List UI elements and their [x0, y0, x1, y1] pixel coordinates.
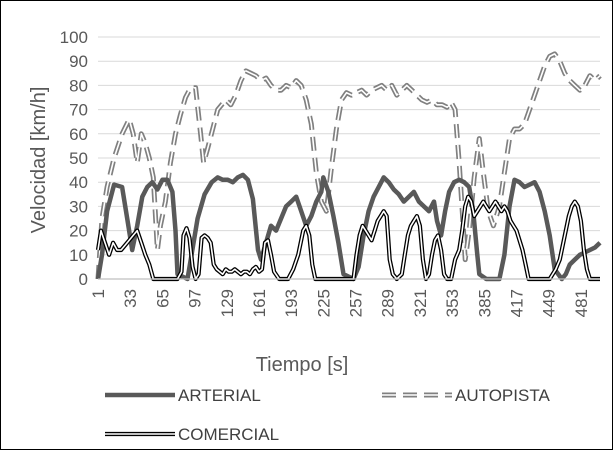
x-tick-label: 65	[153, 289, 172, 308]
x-tick-label: 257	[347, 289, 366, 317]
y-tick-label: 40	[69, 173, 88, 192]
legend-item-arterial: ARTERIAL	[105, 386, 261, 405]
series-comercial	[95, 194, 600, 282]
legend-label: COMERCIAL	[178, 425, 279, 444]
x-tick-label: 289	[379, 289, 398, 317]
x-tick-labels: 1 33 65 97 129 161 193 225 257 289 321 353 385 417 449…	[89, 289, 591, 317]
y-tick-label: 90	[69, 52, 88, 71]
x-tick-label: 481	[572, 289, 591, 317]
legend-item-autopista: AUTOPISTA	[382, 386, 550, 405]
x-tick-label: 321	[411, 289, 430, 317]
y-tick-label: 0	[79, 270, 88, 289]
series-autopista	[95, 51, 602, 280]
y-tick-label: 80	[69, 76, 88, 95]
y-tick-label: 60	[69, 125, 88, 144]
x-tick-label: 33	[121, 289, 140, 308]
x-tick-label: 417	[508, 289, 527, 317]
x-tick-label: 449	[540, 289, 559, 317]
y-tick-label: 20	[69, 222, 88, 241]
series-line-inner	[97, 195, 600, 280]
y-axis-title: Velocidad [km/h]	[28, 87, 50, 234]
y-tick-label: 30	[69, 197, 88, 216]
y-tick-label: 70	[69, 101, 88, 120]
x-tick-label: 161	[250, 289, 269, 317]
series-layer	[95, 51, 602, 282]
x-tick-label: 1	[89, 289, 108, 298]
legend-item-comercial: COMERCIAL	[105, 425, 279, 444]
legend-label: ARTERIAL	[178, 386, 261, 405]
legend-label: AUTOPISTA	[455, 386, 550, 405]
x-tick-label: 129	[218, 289, 237, 317]
y-tick-label: 50	[69, 149, 88, 168]
x-tick-label: 385	[475, 289, 494, 317]
legend: ARTERIAL AUTOPISTA COMERCIAL	[105, 386, 550, 444]
y-tick-labels: 0 10 20 30 40 50 60 70 80 90 100	[60, 28, 88, 289]
y-tick-label: 100	[60, 28, 88, 47]
x-tick-label: 97	[186, 289, 205, 308]
series-line-inner	[97, 53, 601, 280]
x-tick-label: 353	[443, 289, 462, 317]
x-axis-title: Tiempo [s]	[256, 354, 349, 376]
x-tick-label: 225	[314, 289, 333, 317]
x-tick-label: 193	[282, 289, 301, 317]
y-tick-label: 10	[69, 246, 88, 265]
